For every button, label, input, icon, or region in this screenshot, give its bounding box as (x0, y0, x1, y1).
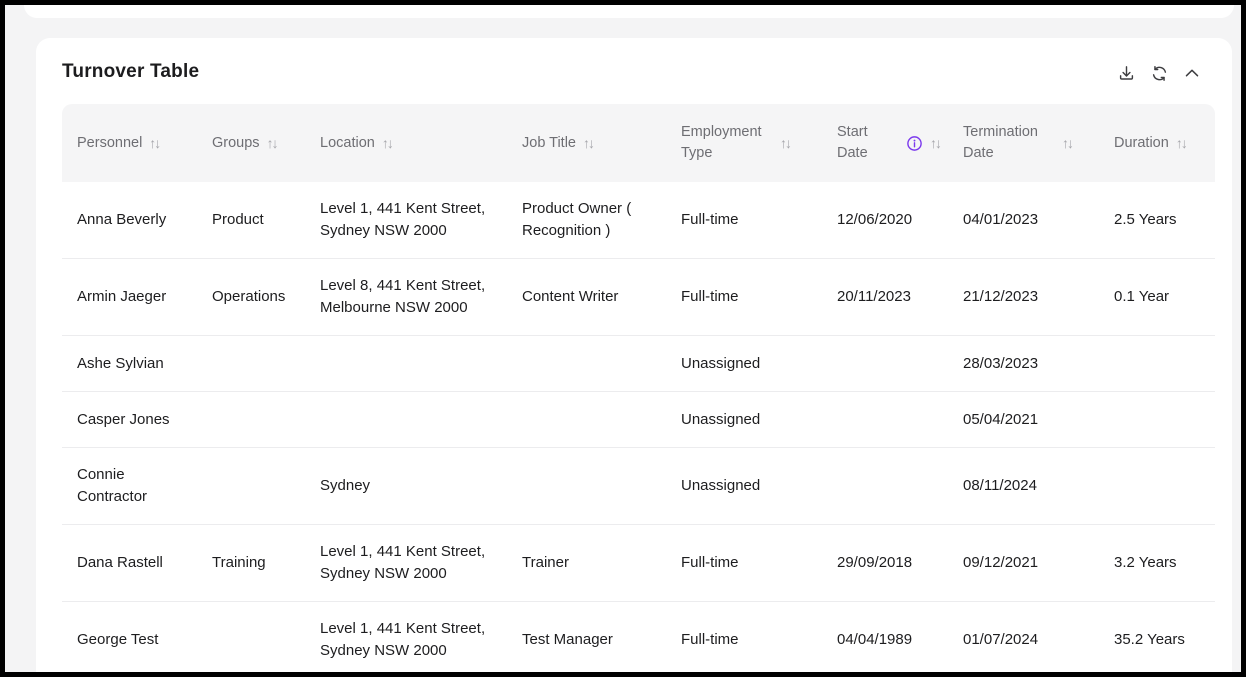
cell-employment-type: Unassigned (681, 477, 761, 494)
cell-job-title (507, 392, 666, 447)
table-row: Dana Rastell Training Level 1, 441 Kent … (62, 525, 1215, 602)
cell-groups (197, 336, 305, 391)
cell-employment-type: Full-time (681, 554, 739, 571)
collapse-button[interactable] (1182, 63, 1202, 83)
cell-groups: Product (212, 211, 264, 228)
cell-employment-type: Full-time (681, 288, 739, 305)
cell-location: Level 1, 441 Kent Street, Sydney NSW 200… (320, 543, 486, 582)
cell-personnel: Dana Rastell (77, 554, 163, 571)
cell-personnel: George Test (77, 631, 159, 648)
table-row: Connie Contractor Sydney Unassigned 08/1… (62, 448, 1215, 525)
cell-groups (197, 448, 305, 524)
table-row: Ashe Sylvian Unassigned 28/03/2023 (62, 336, 1215, 392)
cell-termination-date: 21/12/2023 (963, 288, 1039, 305)
cell-duration (1099, 392, 1215, 447)
cell-termination-date: 08/11/2024 (963, 477, 1037, 494)
card-toolbar (1116, 63, 1202, 83)
cell-start-date: 12/06/2020 (837, 211, 913, 228)
page-title: Turnover Table (62, 61, 200, 82)
column-header-duration[interactable]: Duration ↑↓ (1114, 134, 1188, 152)
cell-start-date (822, 448, 948, 524)
cell-personnel: Ashe Sylvian (77, 354, 164, 372)
cell-duration (1099, 448, 1215, 524)
cell-personnel: Armin Jaeger (77, 288, 167, 305)
sort-icon: ↑↓ (381, 135, 394, 151)
column-header-personnel[interactable]: Personnel ↑↓ (77, 134, 161, 152)
cell-groups (197, 392, 305, 447)
table-header-row: Personnel ↑↓ Groups ↑↓ Location ↑↓ Job T… (62, 104, 1215, 182)
cell-duration: 2.5 Years (1114, 211, 1177, 228)
sort-icon: ↑↓ (583, 135, 595, 151)
cell-job-title: Product Owner ( Recognition ) (522, 200, 632, 239)
cell-duration: 3.2 Years (1114, 554, 1177, 571)
cell-job-title: Content Writer (522, 288, 619, 305)
cell-start-date (822, 336, 948, 391)
chevron-up-icon (1185, 69, 1199, 77)
cell-termination-date: 28/03/2023 (963, 354, 1039, 372)
cell-location: Level 1, 441 Kent Street, Sydney NSW 200… (320, 200, 486, 239)
cell-duration (1099, 336, 1215, 391)
cell-job-title (507, 336, 666, 391)
cell-employment-type: Full-time (681, 211, 739, 228)
cell-location (305, 392, 507, 447)
column-header-location[interactable]: Location ↑↓ (320, 134, 394, 152)
cell-job-title: Test Manager (522, 631, 613, 648)
sort-icon: ↑↓ (1175, 135, 1188, 151)
info-icon[interactable] (906, 135, 923, 152)
cell-employment-type: Unassigned (681, 410, 761, 428)
cell-location: Level 1, 441 Kent Street, Sydney NSW 200… (320, 620, 486, 659)
cell-termination-date: 05/04/2021 (963, 410, 1039, 428)
cell-termination-date: 01/07/2024 (963, 631, 1039, 648)
cell-employment-type: Unassigned (681, 354, 761, 372)
sort-icon: ↑↓ (1062, 135, 1074, 151)
column-header-groups[interactable]: Groups ↑↓ (212, 134, 279, 152)
cell-personnel: Anna Beverly (77, 211, 167, 228)
table-row: Casper Jones Unassigned 05/04/2021 (62, 392, 1215, 448)
column-header-employment-type[interactable]: Employment Type ↑↓ (681, 124, 792, 161)
sort-icon: ↑↓ (149, 135, 161, 151)
cell-termination-date: 09/12/2021 (963, 554, 1039, 571)
table-row: George Test Level 1, 441 Kent Street, Sy… (62, 602, 1215, 672)
cell-location: Sydney (320, 477, 371, 494)
column-header-start-date[interactable]: Start Date ↑↓ (837, 124, 942, 161)
cell-employment-type: Full-time (681, 631, 739, 648)
cell-personnel: Connie Contractor (77, 466, 148, 505)
table-row: Armin Jaeger Operations Level 8, 441 Ken… (62, 259, 1215, 336)
cell-location: Level 8, 441 Kent Street, Melbourne NSW … (320, 277, 486, 316)
cell-personnel: Casper Jones (77, 410, 170, 428)
cell-termination-date: 04/01/2023 (963, 211, 1039, 228)
refresh-icon (1152, 65, 1166, 81)
column-header-termination-date[interactable]: Termination Date ↑↓ (963, 124, 1074, 161)
sort-icon: ↑↓ (780, 135, 792, 151)
previous-card-bottom-edge (24, 5, 1234, 18)
download-button[interactable] (1116, 63, 1136, 83)
cell-job-title: Trainer (522, 554, 569, 571)
cell-groups (197, 602, 305, 672)
sort-icon: ↑↓ (266, 135, 279, 151)
refresh-button[interactable] (1149, 63, 1169, 83)
cell-job-title (507, 448, 666, 524)
turnover-table: Personnel ↑↓ Groups ↑↓ Location ↑↓ Job T… (62, 104, 1215, 672)
cell-location (305, 336, 507, 391)
sort-icon: ↑↓ (930, 135, 942, 151)
column-header-job-title[interactable]: Job Title ↑↓ (522, 134, 595, 152)
download-icon (1119, 65, 1133, 80)
table-row: Anna Beverly Product Level 1, 441 Kent S… (62, 182, 1215, 259)
cell-start-date: 04/04/1989 (837, 631, 913, 648)
cell-start-date: 20/11/2023 (837, 288, 911, 305)
cell-start-date (822, 392, 948, 447)
cell-groups: Operations (212, 288, 286, 305)
cell-duration: 0.1 Year (1114, 288, 1170, 305)
cell-duration: 35.2 Years (1114, 631, 1185, 648)
cell-start-date: 29/09/2018 (837, 554, 913, 571)
table-body: Anna Beverly Product Level 1, 441 Kent S… (62, 182, 1215, 672)
turnover-table-card: Turnover Table Pe (36, 38, 1232, 672)
cell-groups: Training (212, 554, 266, 571)
